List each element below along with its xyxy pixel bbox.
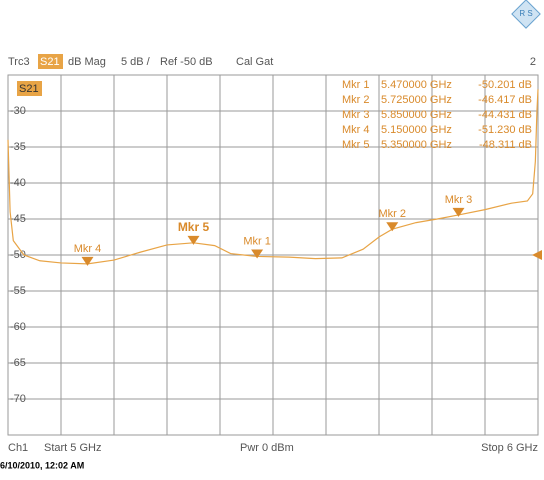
marker-triangle (386, 222, 399, 232)
marker-table-name: Mkr 3 (342, 109, 370, 121)
y-tick-label: -30 (10, 105, 26, 117)
power: Pwr 0 dBm (240, 442, 294, 454)
marker-label: Mkr 2 (379, 208, 407, 220)
marker-table-freq: 5.725000 GHz (381, 94, 452, 106)
marker-table-value: -46.417 dB (478, 94, 532, 106)
marker-table-name: Mkr 5 (342, 139, 370, 151)
parameter-box (38, 54, 63, 69)
reference: Ref -50 dB (160, 56, 213, 68)
calibration: Cal Gat (236, 56, 273, 68)
marker-label: Mkr 3 (445, 194, 473, 206)
stop: Stop 6 GHz (481, 442, 538, 454)
start: Start 5 GHz (44, 442, 101, 454)
marker-table-freq: 5.470000 GHz (381, 79, 452, 91)
marker-label: Mkr 1 (243, 235, 271, 247)
marker-table-name: Mkr 4 (342, 124, 370, 136)
marker-table-value: -50.201 dB (478, 79, 532, 91)
reference-marker (532, 250, 542, 260)
scale: 5 dB / (121, 56, 151, 68)
trace-tag-label: S21 (19, 83, 39, 95)
trace-label: Trc3 (8, 56, 30, 68)
parameter: S21 (40, 56, 60, 68)
marker-table-freq: 5.150000 GHz (381, 124, 452, 136)
trace-tag (17, 81, 42, 96)
marker-triangle (452, 207, 465, 217)
y-tick-label: -40 (10, 177, 26, 189)
format: dB Mag (68, 56, 106, 68)
marker-triangle (81, 256, 94, 266)
marker-table-value: -48.311 dB (479, 139, 532, 151)
marker-table-value: -51.230 dB (478, 124, 532, 136)
marker-table-value: -44.431 dB (478, 109, 532, 121)
trace (7, 89, 539, 265)
y-tick-label: -65 (10, 357, 26, 369)
y-tick-label: -35 (10, 141, 26, 153)
y-tick-label: -60 (10, 321, 26, 333)
channel: Ch1 (8, 442, 28, 454)
marker-table-freq: 5.850000 GHz (381, 109, 452, 121)
marker-triangle (251, 249, 264, 259)
window-number: 2 (530, 56, 536, 68)
marker-triangle (187, 235, 200, 245)
marker-table-name: Mkr 2 (342, 94, 370, 106)
marker-table-freq: 5.350000 GHz (381, 139, 452, 151)
y-tick-label: -70 (10, 393, 26, 405)
timestamp: 6/10/2010, 12:02 AM (0, 460, 84, 470)
rs-logo: R S (511, 0, 541, 29)
marker-table-name: Mkr 1 (342, 79, 370, 91)
marker-label: Mkr 4 (74, 243, 102, 255)
y-tick-label: -55 (10, 285, 26, 297)
marker-label: Mkr 5 (178, 220, 210, 234)
y-tick-label: -45 (10, 213, 26, 225)
svg-text:R S: R S (519, 9, 532, 18)
